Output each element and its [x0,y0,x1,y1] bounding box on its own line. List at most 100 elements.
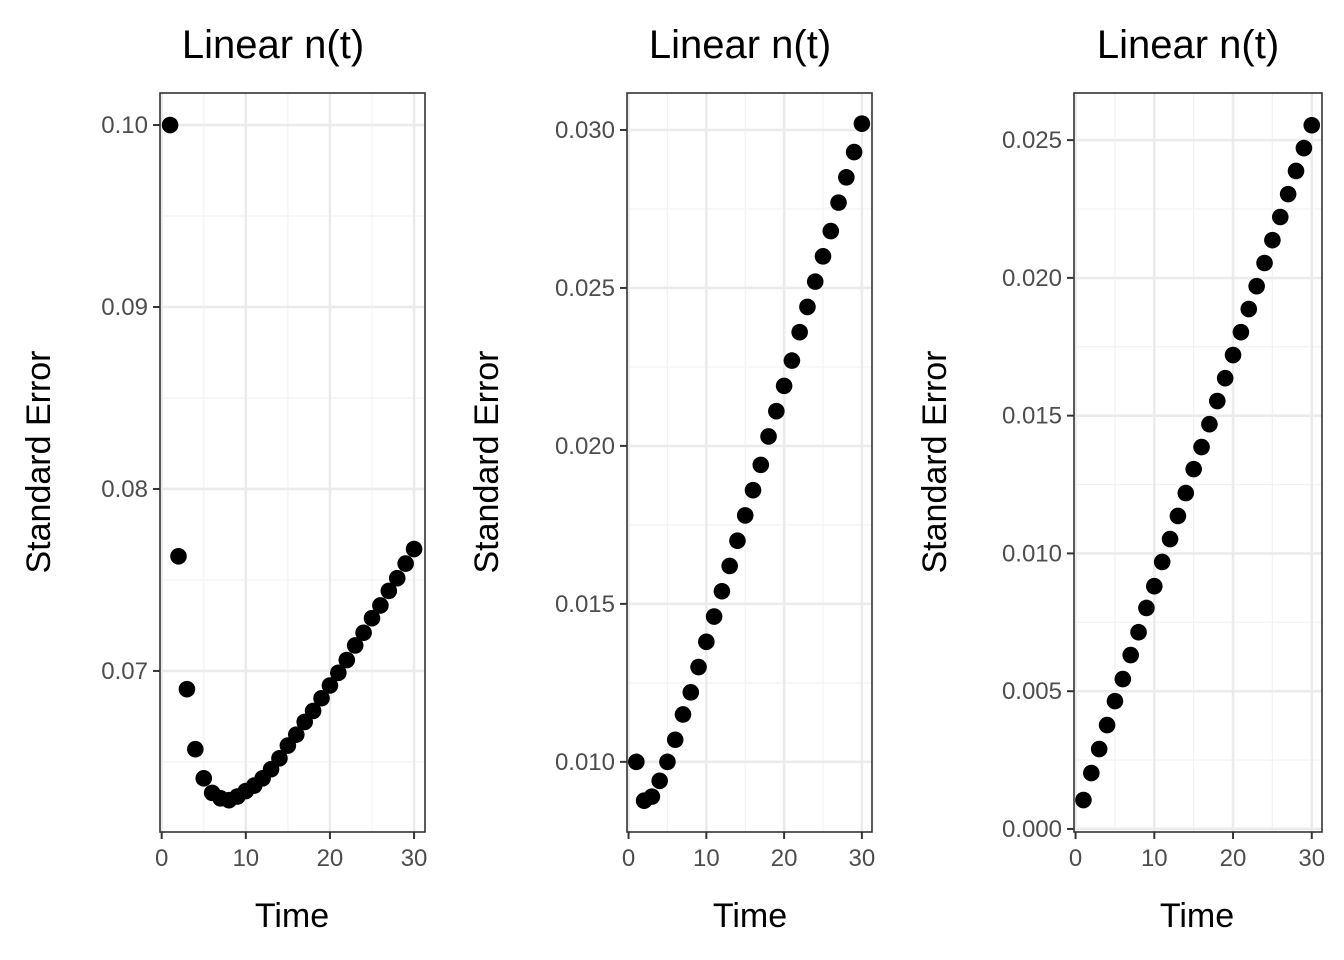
data-point [845,143,863,161]
data-point [651,772,668,790]
y-tick-label: 0.08 [101,476,148,503]
y-tick-label: 0.010 [555,749,615,776]
data-point [1161,530,1179,548]
data-point [313,689,330,707]
data-point [1106,692,1124,710]
data-point [775,377,793,395]
data-point [1248,277,1265,295]
x-tick-label: 10 [1141,845,1168,872]
y-tick-label: 0.020 [555,433,615,460]
x-tick-label: 10 [693,845,720,872]
x-axis-label: Time [255,897,329,935]
data-point [768,402,785,420]
data-point [674,706,692,723]
y-axis-label: Standard Error [468,351,506,574]
data-point [1201,415,1218,433]
data-point [1256,254,1273,272]
data-point [721,557,738,575]
data-point [1098,716,1116,734]
data-point [1295,139,1313,157]
data-point [321,677,339,694]
y-tick-label: 0.000 [1002,816,1062,843]
y-axis-label: Standard Error [916,351,954,574]
data-point [1138,599,1155,617]
data-point [1240,300,1258,318]
data-point [1177,484,1195,502]
y-tick-label: 0.015 [555,591,615,618]
data-point [388,569,406,587]
data-point [346,637,364,654]
panel-border [1073,92,1323,833]
data-point [338,651,356,669]
data-point [1122,646,1139,664]
data-point [698,633,715,651]
x-tick-label: 0 [155,845,168,872]
y-tick-label: 0.10 [101,112,148,139]
data-point [397,555,414,572]
data-point [1303,116,1321,134]
x-tick-label: 20 [317,845,344,872]
data-point [1287,162,1305,180]
y-tick-label: 0.005 [1002,678,1062,705]
x-tick-label: 20 [1220,845,1247,872]
data-point [744,481,762,499]
data-point [178,680,196,698]
data-point [822,222,840,240]
data-point [1090,740,1108,758]
data-point [666,731,684,749]
data-point [729,532,746,549]
data-point [752,456,770,474]
data-point [170,548,187,565]
data-point [628,753,645,771]
y-tick-label: 0.010 [1002,540,1062,567]
data-point [713,582,731,600]
data-point [195,770,213,787]
panel-1: 0 10 20 30 0.07 0.08 0.09 0.10 Linear n(t) Time St… [20,23,427,935]
plot-background [160,93,425,832]
y-tick-label: 0.020 [1002,265,1062,292]
panel-border [159,92,426,833]
data-point [271,750,288,767]
data-point [682,684,700,701]
data-point [1083,764,1100,782]
x-axis-label: Time [713,897,787,935]
data-point [1193,438,1210,456]
data-point [705,608,723,625]
data-point [838,169,855,186]
x-tick-label: 30 [1298,845,1325,872]
data-point [830,194,847,211]
data-point [1146,577,1163,595]
x-tick-label: 0 [1069,845,1082,872]
chart-title: Linear n(t) [182,23,364,67]
data-point [1232,323,1250,341]
x-axis-label: Time [1160,897,1234,935]
panel-3: 0 10 20 30 0.000 0.005 0.010 0.015 0.020 0.025 Lin… [916,23,1325,935]
y-tick-label: 0.025 [555,275,615,302]
chart-title: Linear n(t) [1097,23,1279,67]
data-point [799,298,816,316]
data-point [659,753,676,771]
data-point [814,248,832,265]
data-point [1185,460,1202,478]
data-point [330,664,347,682]
x-tick-label: 20 [771,845,798,872]
data-point [1114,670,1132,688]
x-tick-label: 0 [622,845,635,872]
y-tick-label: 0.07 [101,658,148,685]
data-point [1208,392,1226,410]
panel-border [626,92,873,833]
data-point [1279,185,1297,203]
data-point [1271,208,1289,226]
data-point [363,609,381,627]
data-point [1264,231,1281,249]
y-tick-label: 0.09 [101,294,148,321]
y-tick-label: 0.030 [555,117,615,144]
data-point [783,352,801,369]
data-point [791,323,808,341]
data-point [287,726,305,743]
data-point [806,273,824,290]
data-point [372,597,389,614]
data-point [643,788,661,805]
data-point [1075,791,1092,809]
y-tick-label: 0.025 [1002,127,1062,154]
